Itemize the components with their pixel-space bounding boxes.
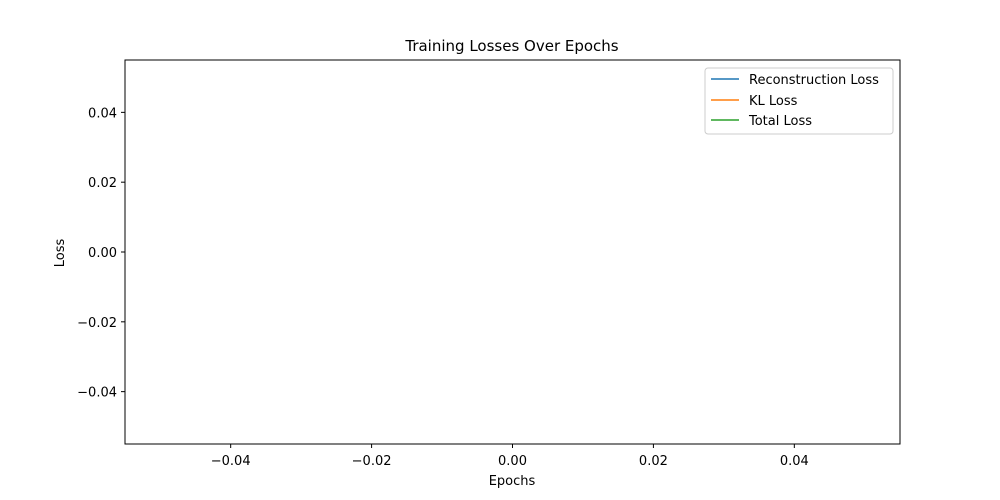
y-axis-label: Loss [53, 239, 68, 268]
chart-title: Training Losses Over Epochs [404, 37, 618, 55]
x-tick-label: 0.02 [639, 454, 668, 469]
legend-label-kl-loss: KL Loss [749, 94, 798, 109]
legend-box [704, 67, 894, 135]
y-tick-label: 0.02 [88, 176, 117, 191]
x-tick-label: 0.04 [780, 454, 809, 469]
y-tick-label: −0.02 [77, 316, 117, 331]
legend: Reconstruction Loss KL Loss Total Loss [704, 67, 894, 135]
x-axis-ticks: −0.04 −0.02 0.00 0.02 0.04 [211, 444, 809, 469]
x-tick-label: −0.02 [352, 454, 392, 469]
y-tick-label: 0.00 [88, 246, 117, 261]
x-axis-label: Epochs [489, 474, 536, 489]
x-tick-label: 0.00 [498, 454, 527, 469]
x-tick-label: −0.04 [211, 454, 251, 469]
y-tick-label: 0.04 [88, 106, 117, 121]
y-tick-label: −0.04 [77, 386, 117, 401]
y-axis-ticks: −0.04 −0.02 0.00 0.02 0.04 [77, 106, 125, 401]
legend-label-reconstruction-loss: Reconstruction Loss [749, 73, 879, 88]
legend-label-total-loss: Total Loss [748, 114, 812, 129]
